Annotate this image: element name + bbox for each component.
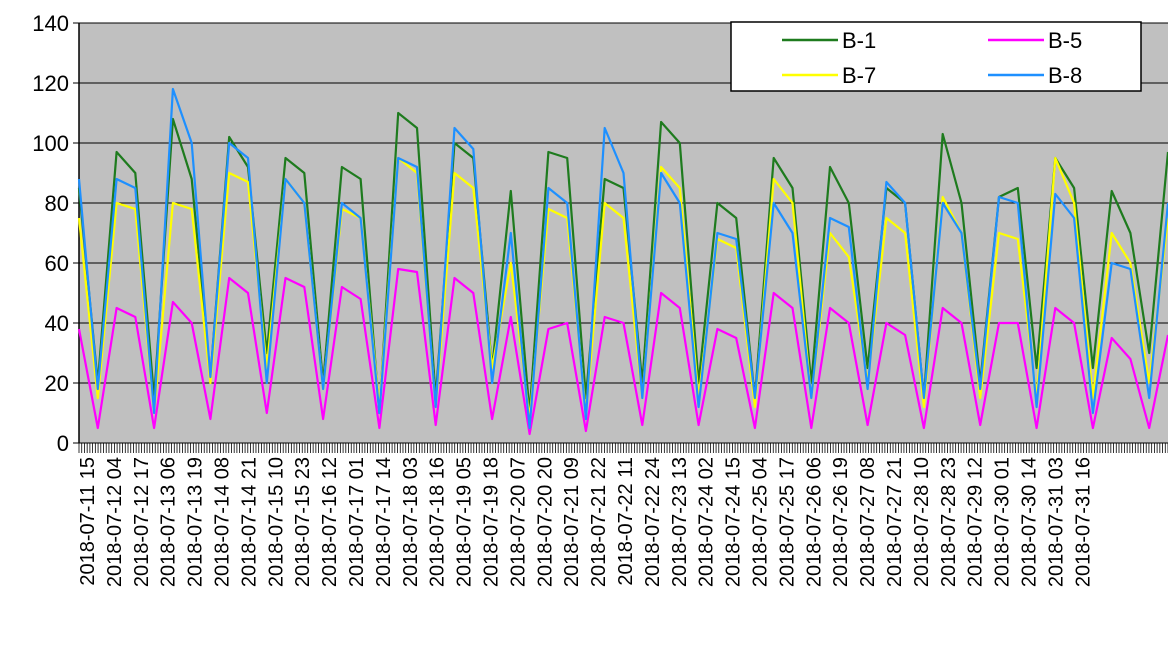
y-tick-label: 0 — [57, 431, 69, 456]
series-line-b-8 — [77, 87, 1168, 430]
y-tick-label: 100 — [32, 131, 69, 156]
legend-box — [730, 21, 1142, 92]
x-tick-label: 2018-07-19 18 — [481, 457, 503, 587]
x-tick-label: 2018-07-16 12 — [319, 457, 341, 587]
x-tick-label: 2018-07-15 10 — [265, 457, 287, 587]
legend-label-b1: B-1 — [842, 28, 876, 53]
y-tick-label: 120 — [32, 71, 69, 96]
series-line-b-5 — [77, 267, 1168, 436]
x-tick-label: 2018-07-30 14 — [1019, 457, 1041, 587]
x-tick-label: 2018-07-22 24 — [642, 457, 664, 587]
y-tick-label: 140 — [32, 11, 69, 36]
x-tick-label: 2018-07-31 03 — [1045, 457, 1067, 587]
x-tick-label: 2018-07-14 08 — [212, 457, 234, 587]
x-tick-label: 2018-07-18 03 — [400, 457, 422, 587]
x-tick-label: 2018-07-19 05 — [454, 457, 476, 587]
y-tick-label: 40 — [45, 311, 69, 336]
x-tick-labels: 2018-07-11 15 2018-07-12 04 2018-07-12 17 2… — [77, 457, 1094, 587]
x-tick-label: 2018-07-12 17 — [131, 457, 153, 587]
x-tick-label: 2018-07-17 14 — [373, 457, 395, 587]
x-tick-label: 2018-07-28 23 — [938, 457, 960, 587]
x-tick-label: 2018-07-25 04 — [750, 457, 772, 587]
x-tick-label: 2018-07-15 23 — [292, 457, 314, 587]
x-tick-label: 2018-07-26 06 — [803, 457, 825, 587]
x-tick-label: 2018-07-31 16 — [1072, 457, 1094, 587]
x-tick-label: 2018-07-17 01 — [346, 457, 368, 587]
x-tick-label: 2018-07-21 22 — [588, 457, 610, 587]
x-tick-label: 2018-07-18 16 — [427, 457, 449, 587]
x-tick-label: 2018-07-20 07 — [507, 457, 529, 587]
x-tick-label: 2018-07-22 11 — [615, 457, 637, 586]
x-tick-label: 2018-07-24 02 — [696, 457, 718, 587]
series-lines — [77, 87, 1168, 436]
y-tick-label: 20 — [45, 371, 69, 396]
x-tick-label: 2018-07-26 19 — [830, 457, 852, 587]
x-tick-label: 2018-07-28 10 — [911, 457, 933, 587]
y-tick-label: 60 — [45, 251, 69, 276]
legend-label-b8: B-8 — [1048, 63, 1082, 88]
x-tick-label: 2018-07-13 19 — [185, 457, 207, 587]
x-tick-label: 2018-07-14 21 — [238, 457, 260, 587]
x-tick-label: 2018-07-27 21 — [884, 457, 906, 587]
legend-label-b5: B-5 — [1048, 28, 1082, 53]
x-tick-label: 2018-07-24 15 — [723, 457, 745, 587]
x-tick-label: 2018-07-13 06 — [158, 457, 180, 587]
x-tick-label: 2018-07-30 01 — [992, 457, 1014, 587]
legend-label-b7: B-7 — [842, 63, 876, 88]
x-tick-label: 2018-07-27 08 — [857, 457, 879, 587]
x-tick-marks — [78, 443, 1168, 453]
y-tick-labels: 0 20 40 60 80 100 120 140 — [32, 11, 69, 456]
legend: B-1 B-5 B-7 B-8 — [730, 21, 1142, 92]
x-tick-label: 2018-07-25 17 — [776, 457, 798, 587]
x-tick-label: 2018-07-29 12 — [965, 457, 987, 587]
x-tick-label: 2018-07-21 09 — [561, 457, 583, 587]
x-tick-label: 2018-07-12 04 — [104, 457, 126, 587]
x-tick-label: 2018-07-23 13 — [669, 457, 691, 587]
y-tick-label: 80 — [45, 191, 69, 216]
x-tick-label: 2018-07-11 15 — [77, 457, 99, 586]
x-tick-label: 2018-07-20 20 — [534, 457, 556, 587]
